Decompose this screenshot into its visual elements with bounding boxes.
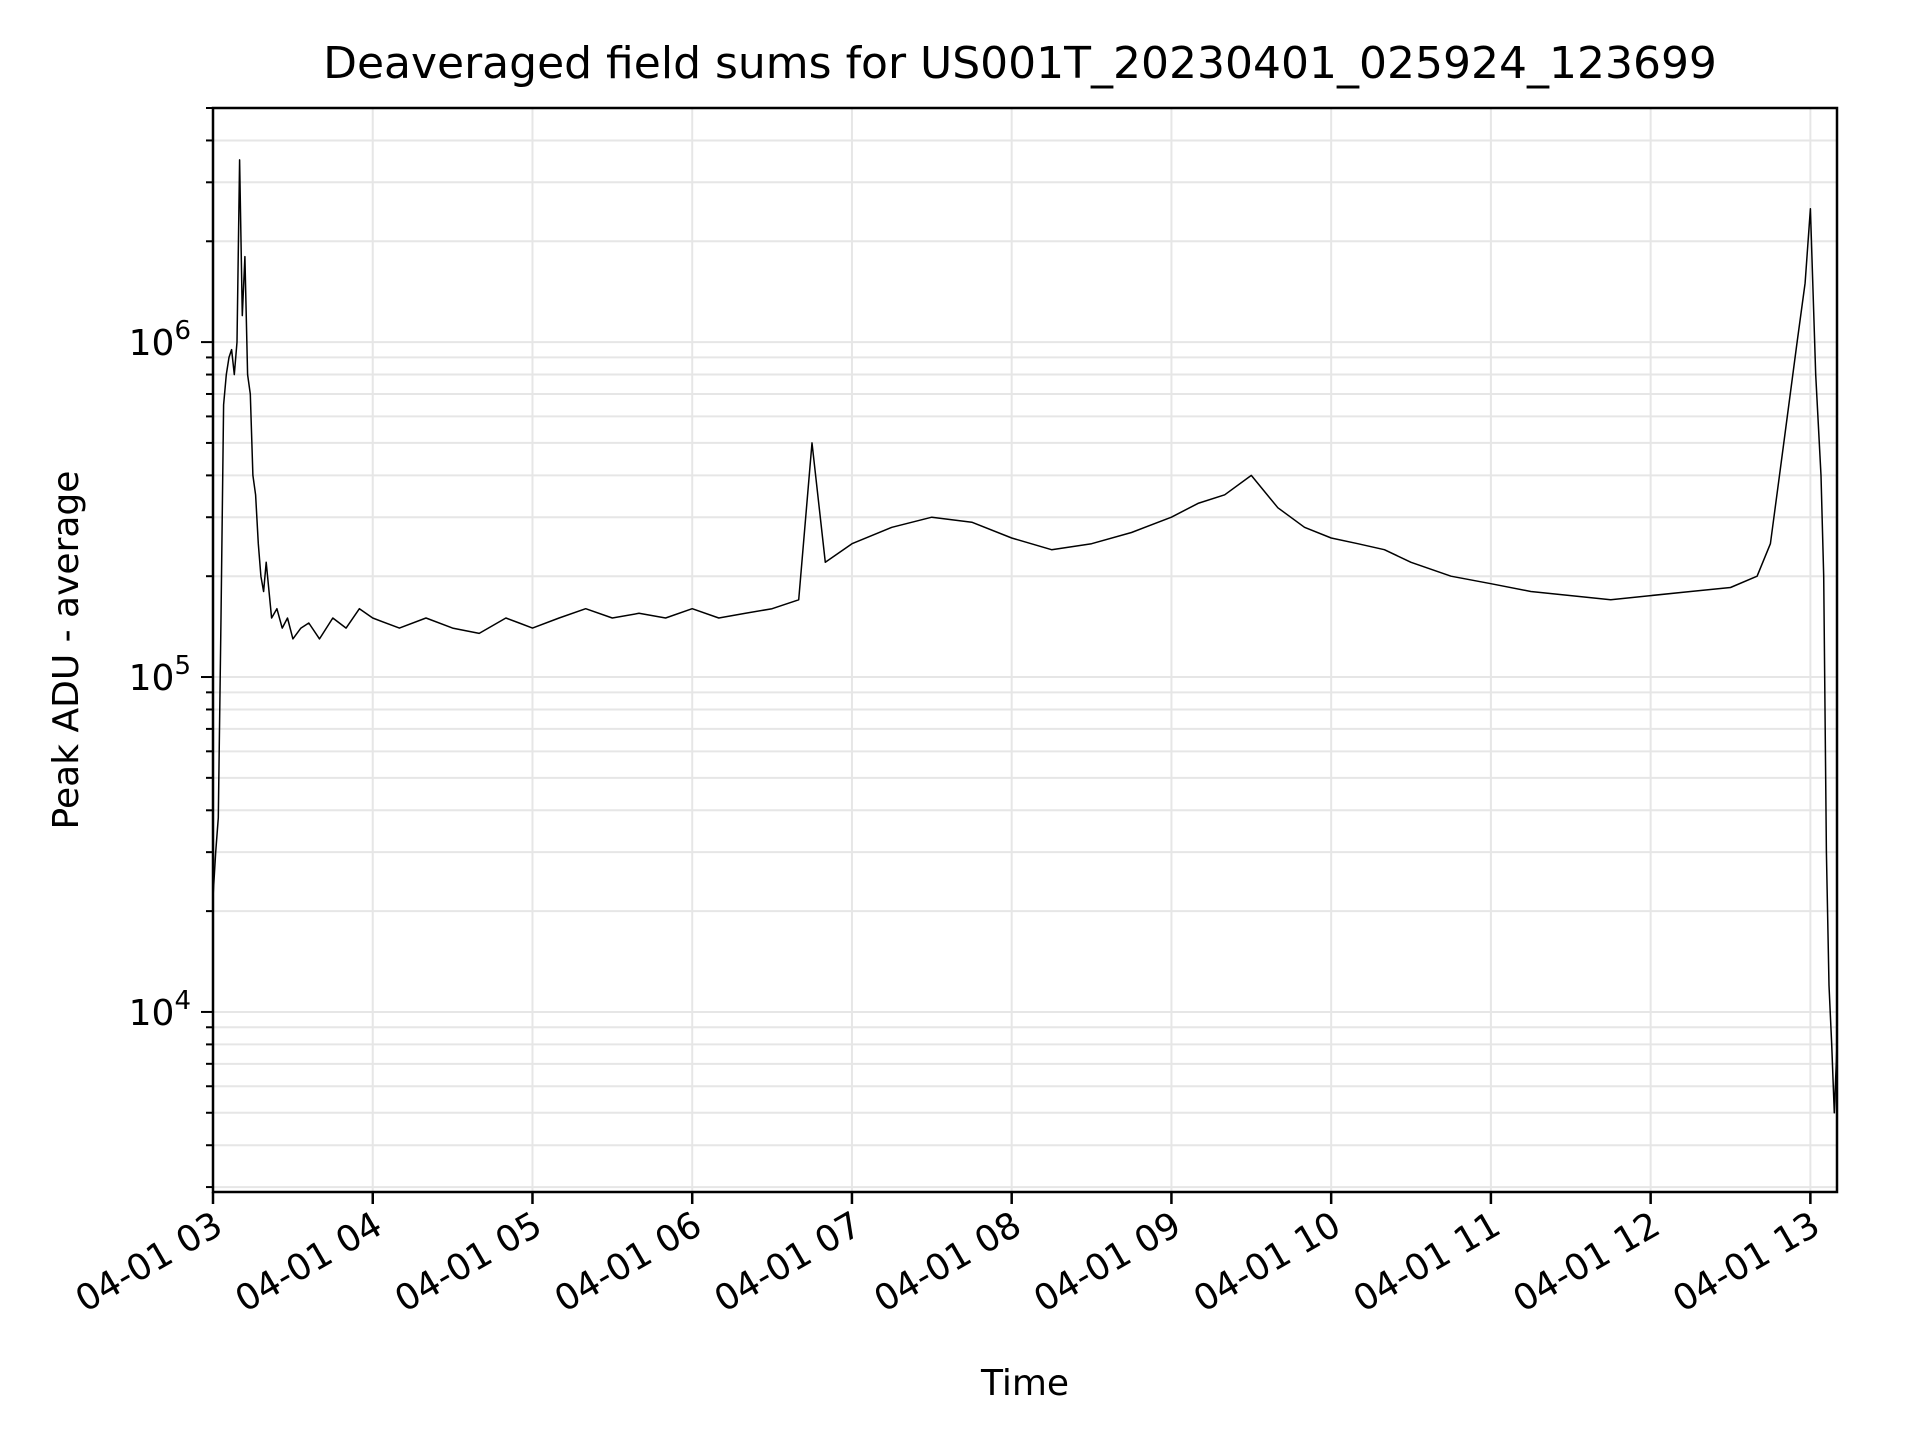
- x-tick-label: 04-01 12: [1506, 1204, 1667, 1320]
- grid: [212, 107, 1837, 1192]
- y-tick-label: 106: [129, 316, 191, 364]
- y-ticks: 104 105 106: [129, 107, 213, 1189]
- x-tick-label: 04-01 05: [388, 1204, 549, 1320]
- x-tick-label: 04-01 06: [548, 1204, 709, 1320]
- x-tick-label: 04-01 03: [69, 1204, 230, 1320]
- y-tick-label: 105: [129, 651, 191, 699]
- x-axis-label: Time: [980, 1363, 1069, 1404]
- x-tick-label: 04-01 11: [1347, 1204, 1508, 1320]
- x-tick-label: 04-01 07: [708, 1204, 869, 1320]
- series-line: [212, 159, 1838, 1114]
- x-ticks: 04-01 03 04-01 04 04-01 05 04-01 06 04-01 07…: [69, 1192, 1827, 1321]
- y-tick-label: 104: [129, 986, 191, 1034]
- x-tick-label: 04-01 04: [229, 1204, 390, 1320]
- chart-title: Deaveraged field sums for US001T_2023040…: [323, 38, 1717, 89]
- series: [212, 159, 1838, 1114]
- y-axis-label: Peak ADU - average: [46, 471, 87, 830]
- x-tick-label: 04-01 10: [1187, 1204, 1348, 1320]
- x-tick-label: 04-01 09: [1027, 1204, 1188, 1320]
- x-tick-label: 04-01 08: [868, 1204, 1029, 1320]
- plot-frame: [211, 106, 1839, 1194]
- x-tick-label: 04-01 13: [1666, 1204, 1827, 1320]
